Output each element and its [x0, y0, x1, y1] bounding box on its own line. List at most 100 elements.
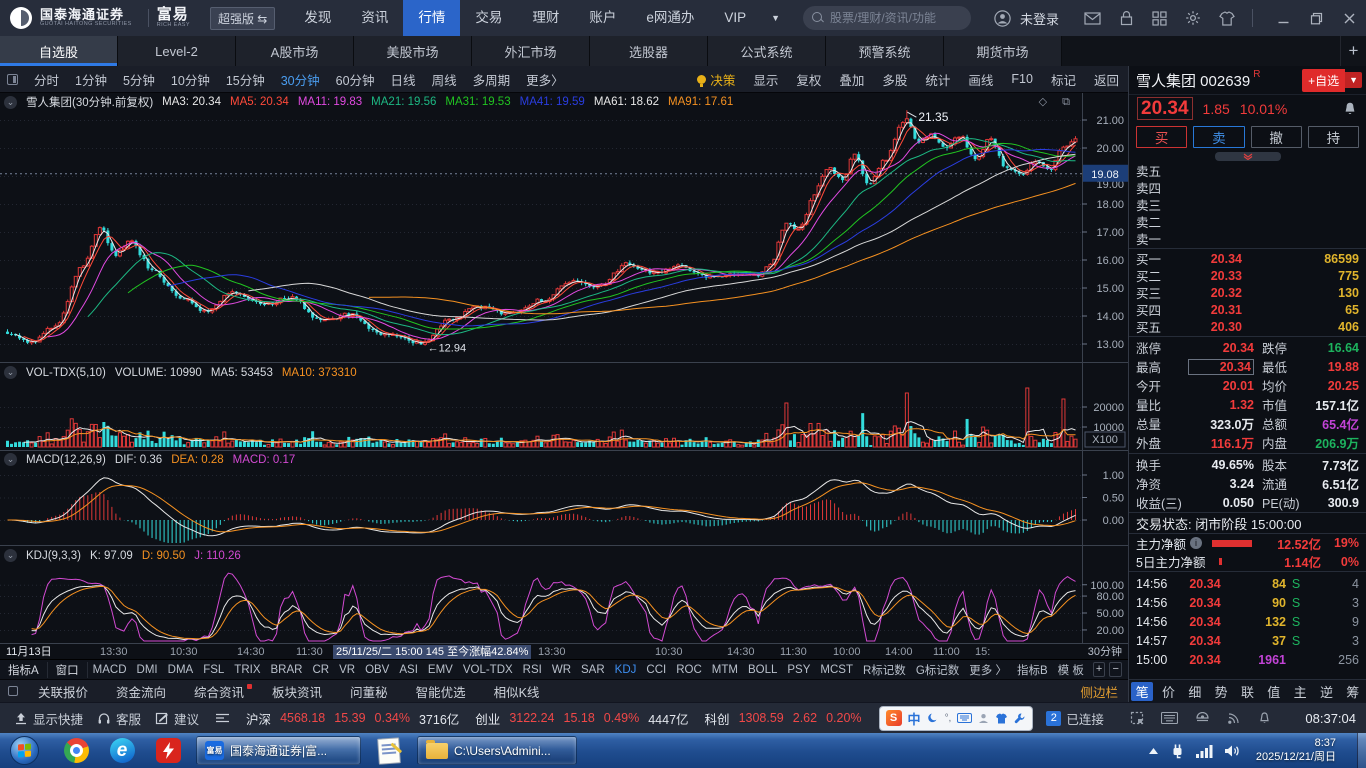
indicator-tab-EMV[interactable]: EMV — [427, 663, 453, 676]
indicator-tab-BOLL[interactable]: BOLL — [747, 663, 778, 676]
add-favorite-button[interactable]: +自选 — [1302, 68, 1346, 92]
tool-F10[interactable]: F10 — [1002, 72, 1042, 86]
sell-level-row[interactable]: 卖二 — [1129, 213, 1366, 230]
indicator-tab-OBV[interactable]: OBV — [365, 663, 390, 676]
menu-VIP[interactable]: VIP — [724, 10, 747, 25]
menu-发现[interactable]: 发现 — [304, 10, 332, 25]
period-15分钟[interactable]: 15分钟 — [225, 73, 265, 88]
market-tab-自选股[interactable]: 自选股 — [0, 36, 118, 66]
index-科创[interactable]: 科创 1308.59 2.62 0.20% — [705, 709, 862, 728]
buy-level-row[interactable]: 买四 20.31 65 — [1129, 301, 1366, 319]
minimize-icon[interactable] — [1277, 12, 1290, 25]
market-tab-外汇市场[interactable]: 外汇市场 — [472, 36, 590, 66]
punctuation-mode[interactable]: °, — [944, 712, 952, 724]
indicator-tab-VR[interactable]: VR — [339, 663, 356, 676]
keyboard-icon[interactable] — [957, 713, 973, 723]
indicator-group-窗口[interactable]: 窗口 — [48, 661, 88, 678]
sell-level-row[interactable]: 卖四 — [1129, 179, 1366, 196]
tool-复权[interactable]: 复权 — [787, 70, 830, 89]
tool-画线[interactable]: 画线 — [959, 70, 1002, 89]
function-智能优选[interactable]: 智能优选 — [415, 685, 466, 700]
indicator-tab-FSL[interactable]: FSL — [203, 663, 225, 676]
quote-tab-势[interactable]: 势 — [1214, 684, 1228, 700]
order-button-卖[interactable]: 卖 — [1193, 125, 1245, 148]
order-button-买[interactable]: 买 — [1136, 125, 1188, 148]
menu-e网通办[interactable]: e网通办 — [646, 10, 695, 25]
tool-显示[interactable]: 显示 — [744, 70, 787, 89]
menu-理财[interactable]: 理财 — [532, 10, 560, 25]
indicator-tab-CCI[interactable]: CCI — [646, 663, 667, 676]
indicator-tab-BRAR[interactable]: BRAR — [270, 663, 303, 676]
indicator-tab-ROC[interactable]: ROC — [676, 663, 702, 676]
stock-name-code[interactable]: 雪人集团 002639 — [1136, 72, 1251, 90]
menu-资讯[interactable]: 资讯 — [361, 10, 389, 25]
add-favorite-dropdown[interactable]: ▼ — [1345, 72, 1362, 88]
skin-shirt-icon[interactable] — [1219, 10, 1235, 26]
sell-level-row[interactable]: 卖三 — [1129, 196, 1366, 213]
info-icon[interactable]: i — [1190, 537, 1203, 549]
kline-chart[interactable]: 21.00 20.00 18.00 17.00 16.00 15.00 14.00 13.00… — [0, 93, 1128, 645]
ime-toolbar[interactable]: S 中 °, — [879, 706, 1033, 730]
function-资金流向[interactable]: 资金流向 — [116, 685, 167, 700]
order-button-撤[interactable]: 撤 — [1250, 125, 1302, 148]
indicator-tab-MACD[interactable]: MACD — [92, 663, 127, 676]
index-创业[interactable]: 创业 3122.24 15.18 0.49% 4447亿 — [475, 709, 688, 728]
menu-行情[interactable]: 行情 — [403, 0, 461, 36]
taskbar-chrome[interactable] — [59, 736, 93, 765]
period-60分钟[interactable]: 60分钟 — [335, 73, 375, 88]
buy-level-row[interactable]: 买三 20.32 130 — [1129, 284, 1366, 302]
quote-tab-主[interactable]: 主 — [1293, 684, 1307, 700]
function-问董秘[interactable]: 问董秘 — [350, 685, 388, 700]
sidebar-toggle[interactable]: 侧边栏 — [1080, 685, 1118, 700]
market-tab-美股市场[interactable]: 美股市场 — [354, 36, 472, 66]
indicator-tab-DMI[interactable]: DMI — [136, 663, 158, 676]
order-button-持[interactable]: 持 — [1307, 125, 1359, 148]
menu-overflow-caret[interactable]: ▼ — [771, 13, 781, 23]
sell-level-row[interactable]: 卖一 — [1129, 230, 1366, 247]
zoom-in-button[interactable]: + — [1092, 662, 1106, 677]
tool-标记[interactable]: 标记 — [1042, 70, 1085, 89]
tool-多股[interactable]: 多股 — [873, 70, 916, 89]
sell-level-row[interactable]: 卖五 — [1129, 162, 1366, 179]
connection-status[interactable]: 2 已连接 — [1046, 709, 1104, 728]
period-多周期[interactable]: 多周期 — [472, 73, 511, 88]
indicator-tab-ASI[interactable]: ASI — [399, 663, 418, 676]
buy-level-row[interactable]: 买五 20.30 406 — [1129, 318, 1366, 336]
period-周线[interactable]: 周线 — [431, 73, 457, 88]
wrench-icon[interactable] — [1014, 712, 1026, 724]
market-tab-预警系统[interactable]: 预警系统 — [826, 36, 944, 66]
period-日线[interactable]: 日线 — [390, 73, 416, 88]
network-signal-icon[interactable] — [1195, 744, 1213, 758]
edition-switch[interactable]: 超强版 ⇆ — [209, 6, 276, 30]
show-desktop-button[interactable] — [1357, 733, 1366, 768]
function-综合资讯[interactable]: 综合资讯 — [180, 682, 258, 701]
function-相似K线[interactable]: 相似K线 — [493, 685, 540, 700]
buy-level-row[interactable]: 买一 20.34 86599 — [1129, 250, 1366, 268]
quote-tab-值[interactable]: 值 — [1267, 684, 1281, 700]
quick-toggle[interactable]: 显示快捷 — [14, 709, 83, 728]
index-沪深[interactable]: 沪深 4568.18 15.39 0.34% 3716亿 — [246, 709, 459, 728]
buy-level-row[interactable]: 买二 20.33 775 — [1129, 267, 1366, 285]
quote-tab-笔[interactable]: 笔 — [1131, 681, 1154, 701]
indicator-tab-MTM[interactable]: MTM — [711, 663, 738, 676]
period-corner-label[interactable]: 30分钟 — [1087, 646, 1122, 658]
period-更多〉[interactable]: 更多〉 — [526, 73, 564, 88]
function-关联报价[interactable]: 关联报价 — [38, 685, 89, 700]
satellite-dish-icon[interactable] — [1227, 712, 1241, 725]
chart-canvas[interactable]: 21.00 20.00 18.00 17.00 16.00 15.00 14.00 13.00… — [0, 93, 1128, 645]
indicator-模 板[interactable]: 模 板 — [1057, 664, 1084, 677]
feedback[interactable]: 建议 — [155, 709, 199, 728]
taskbar-trader-app[interactable] — [151, 736, 185, 765]
period-1分钟[interactable]: 1分钟 — [75, 73, 107, 88]
login-status[interactable]: 未登录 — [985, 9, 1059, 28]
menu-交易[interactable]: 交易 — [475, 10, 503, 25]
indicator-tab-WR[interactable]: WR — [551, 663, 572, 676]
person-icon[interactable] — [978, 713, 989, 724]
quote-tab-筹[interactable]: 筹 — [1346, 684, 1360, 700]
period-30分钟[interactable]: 30分钟 — [280, 73, 320, 88]
tool-统计[interactable]: 统计 — [916, 70, 959, 89]
layout-pane-icon[interactable] — [7, 73, 18, 85]
market-tab-A股市场[interactable]: A股市场 — [236, 36, 354, 66]
tool-返回[interactable]: 返回 — [1085, 70, 1128, 89]
quote-tab-价[interactable]: 价 — [1161, 684, 1175, 700]
